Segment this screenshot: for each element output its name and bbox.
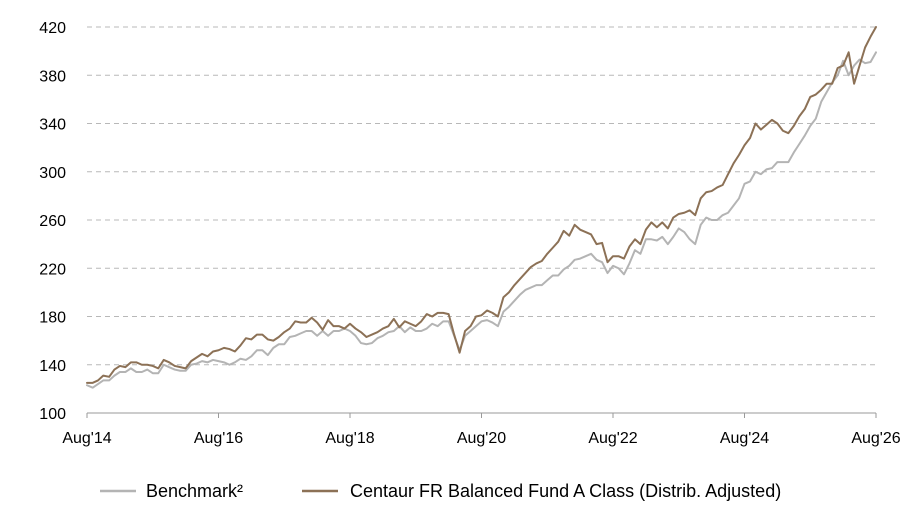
x-axis-tick-labels: Aug'14 Aug'16 Aug'18 Aug'20 Aug'22 Aug'24 Aug'… bbox=[62, 430, 900, 447]
y-tick-label: 420 bbox=[39, 20, 66, 37]
y-axis-tick-labels: 100 140 180 220 260 300 340 380 420 bbox=[39, 20, 66, 423]
y-tick-label: 380 bbox=[39, 68, 66, 85]
y-tick-label: 220 bbox=[39, 261, 66, 278]
x-tick-label: Aug'20 bbox=[457, 430, 506, 447]
x-tick-label: Aug'16 bbox=[194, 430, 243, 447]
y-tick-label: 100 bbox=[39, 406, 66, 423]
series-line-benchmark bbox=[86, 51, 877, 389]
legend: Benchmark² Centaur FR Balanced Fund A Cla… bbox=[100, 481, 781, 501]
y-tick-label: 260 bbox=[39, 213, 66, 230]
series-line-fund bbox=[86, 26, 877, 384]
series-lines bbox=[86, 26, 877, 389]
axes bbox=[86, 412, 877, 418]
x-tick-label: Aug'14 bbox=[62, 430, 111, 447]
x-tick-label: Aug'26 bbox=[851, 430, 900, 447]
y-tick-label: 300 bbox=[39, 165, 66, 182]
legend-label-fund: Centaur FR Balanced Fund A Class (Distri… bbox=[350, 481, 781, 501]
legend-label-benchmark: Benchmark² bbox=[146, 481, 243, 501]
grid-lines bbox=[87, 26, 876, 366]
y-tick-label: 180 bbox=[39, 310, 66, 327]
x-tick-label: Aug'24 bbox=[720, 430, 769, 447]
y-tick-label: 340 bbox=[39, 117, 66, 134]
x-tick-label: Aug'22 bbox=[588, 430, 637, 447]
x-tick-label: Aug'18 bbox=[325, 430, 374, 447]
y-tick-label: 140 bbox=[39, 358, 66, 375]
